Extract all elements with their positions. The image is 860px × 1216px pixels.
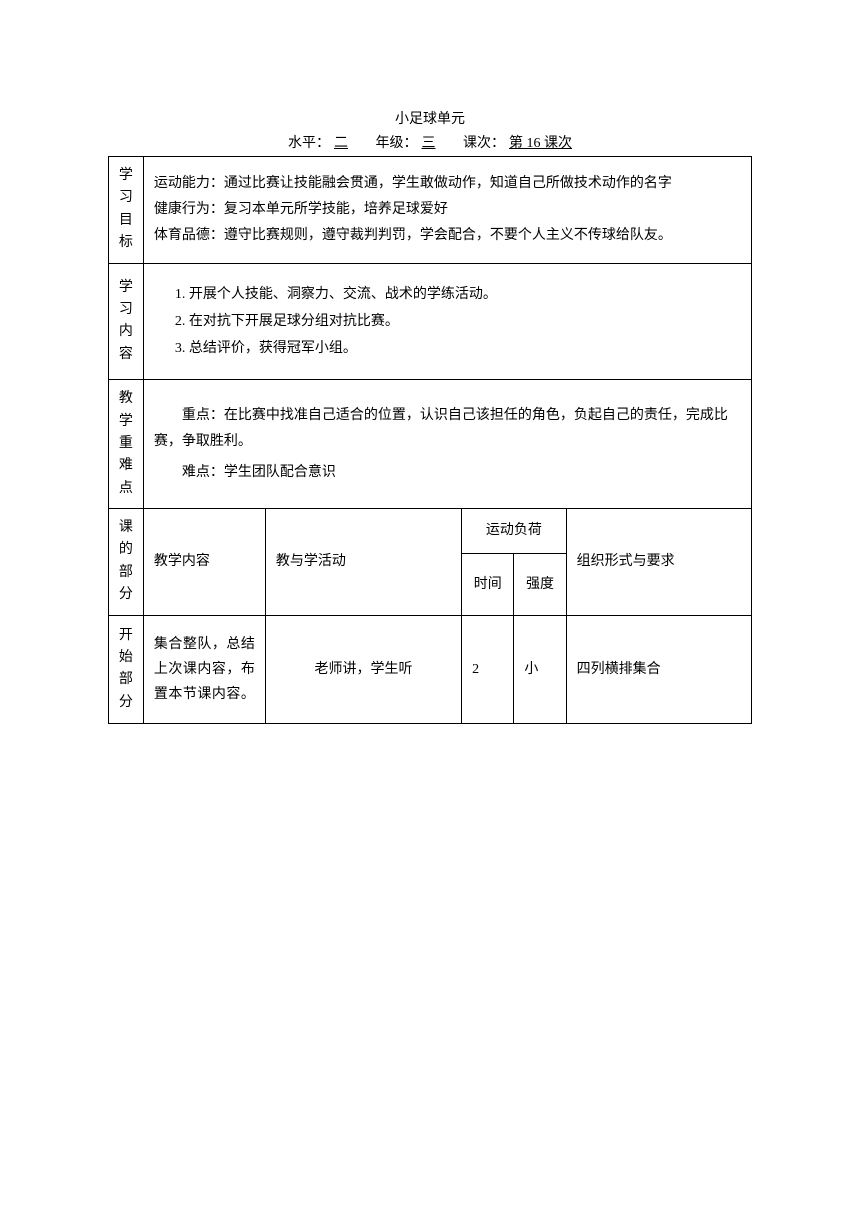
content-item-1: 1. 开展个人技能、洞察力、交流、战术的学练活动。	[154, 282, 741, 307]
goals-line1: 运动能力：通过比赛让技能融会贯通，学生敢做动作，知道自己所做技术动作的名字	[154, 171, 741, 196]
start-activity: 老师讲，学生听	[265, 615, 461, 724]
table-row: 教学重难点 重点：在比赛中找准自己适合的位置，认识自己该担任的角色，负起自己的责…	[109, 380, 752, 509]
table-row: 学习目标 运动能力：通过比赛让技能融会贯通，学生敢做动作，知道自己所做技术动作的…	[109, 157, 752, 264]
table-row: 课的部分 教学内容 教与学活动 运动负荷 组织形式与要求	[109, 509, 752, 554]
start-org: 四列横排集合	[566, 615, 751, 724]
table-row: 开始部分 集合整队，总结上次课内容，布置本节课内容。 老师讲，学生听 2 小 四…	[109, 615, 752, 724]
goals-content: 运动能力：通过比赛让技能融会贯通，学生敢做动作，知道自己所做技术动作的名字 健康…	[143, 157, 751, 264]
keypoint-key: 重点：在比赛中找准自己适合的位置，认识自己该担任的角色，负起自己的责任，完成比赛…	[154, 403, 741, 453]
col-activity-header: 教与学活动	[265, 509, 461, 616]
table-row: 学习内容 1. 开展个人技能、洞察力、交流、战术的学练活动。 2. 在对抗下开展…	[109, 263, 752, 380]
content-item-2: 2. 在对抗下开展足球分组对抗比赛。	[154, 309, 741, 334]
col-content-header: 教学内容	[143, 509, 265, 616]
goals-line3: 体育品德：遵守比赛规则，遵守裁判判罚，学会配合，不要个人主义不传球给队友。	[154, 223, 741, 248]
contents-label: 学习内容	[109, 263, 144, 380]
section-header-label: 课的部分	[109, 509, 144, 616]
col-intensity-header: 强度	[514, 553, 566, 615]
start-time: 2	[462, 615, 514, 724]
col-time-header: 时间	[462, 553, 514, 615]
start-label: 开始部分	[109, 615, 144, 724]
lesson-label: 课次：	[463, 136, 505, 151]
keypoint-difficult: 难点：学生团队配合意识	[154, 460, 741, 485]
lesson-value: 第 16 课次	[509, 136, 572, 151]
keypoints-label: 教学重难点	[109, 380, 144, 509]
start-intensity: 小	[514, 615, 566, 724]
keypoints-content: 重点：在比赛中找准自己适合的位置，认识自己该担任的角色，负起自己的责任，完成比赛…	[143, 380, 751, 509]
level-value: 二	[334, 136, 348, 151]
goals-label: 学习目标	[109, 157, 144, 264]
col-org-header: 组织形式与要求	[566, 509, 751, 616]
grade-value: 三	[422, 136, 436, 151]
contents-content: 1. 开展个人技能、洞察力、交流、战术的学练活动。 2. 在对抗下开展足球分组对…	[143, 263, 751, 380]
meta-line: 水平： 二 年级： 三 课次： 第 16 课次	[108, 132, 752, 152]
col-load-header: 运动负荷	[462, 509, 567, 554]
level-label: 水平：	[288, 136, 330, 151]
start-content: 集合整队，总结上次课内容，布置本节课内容。	[143, 615, 265, 724]
grade-label: 年级：	[376, 136, 418, 151]
goals-line2: 健康行为：复习本单元所学技能，培养足球爱好	[154, 197, 741, 222]
lesson-plan-table: 学习目标 运动能力：通过比赛让技能融会贯通，学生敢做动作，知道自己所做技术动作的…	[108, 156, 752, 724]
content-item-3: 3. 总结评价，获得冠军小组。	[154, 336, 741, 361]
document-title: 小足球单元	[108, 108, 752, 128]
